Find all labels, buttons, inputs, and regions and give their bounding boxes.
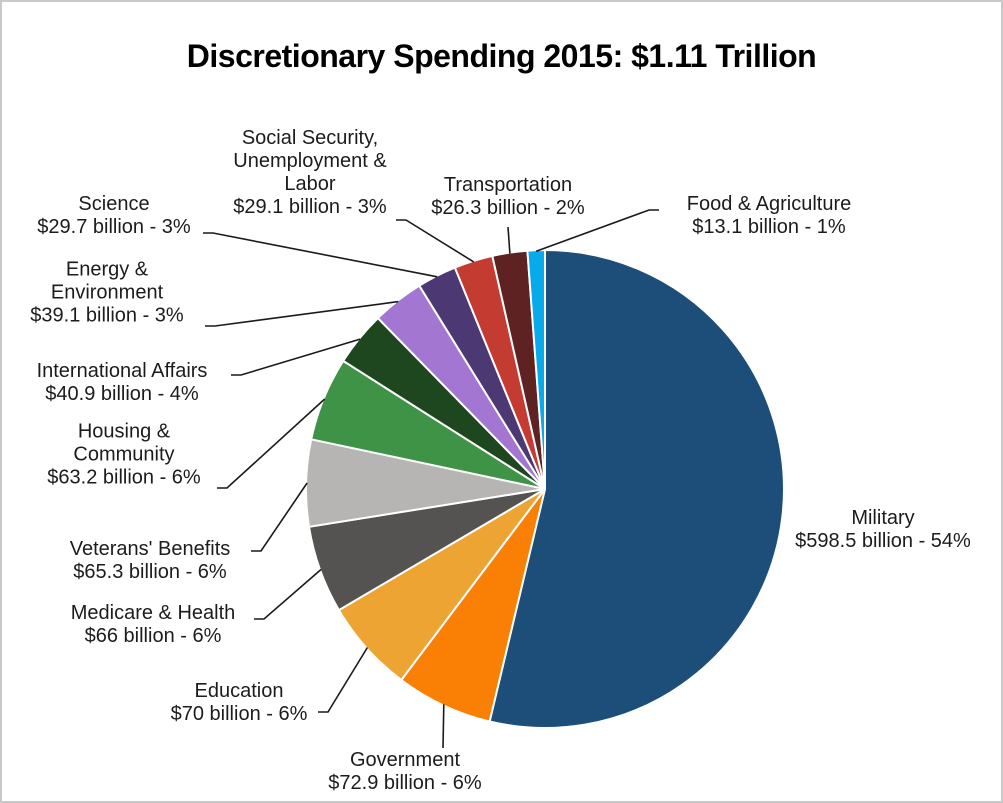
leader-line-social_security_unemployment_labor xyxy=(396,219,475,263)
leader-line-energy_environment xyxy=(205,300,399,327)
leader-line-housing_community xyxy=(217,398,326,489)
chart-title: Discretionary Spending 2015: $1.11 Trill… xyxy=(186,38,817,74)
pie-slice-military xyxy=(488,249,785,729)
leader-line-transportation xyxy=(507,226,511,254)
leader-line-science xyxy=(203,232,438,278)
leader-line-medicare_health xyxy=(254,568,322,620)
leader-line-education xyxy=(318,647,369,713)
pie-slice-food_agriculture xyxy=(526,249,546,490)
leader-line-food_agriculture xyxy=(535,209,659,252)
leader-line-veterans_benefits xyxy=(251,482,308,552)
leader-line-government xyxy=(442,704,445,749)
leader-line-international_affairs xyxy=(231,338,361,376)
